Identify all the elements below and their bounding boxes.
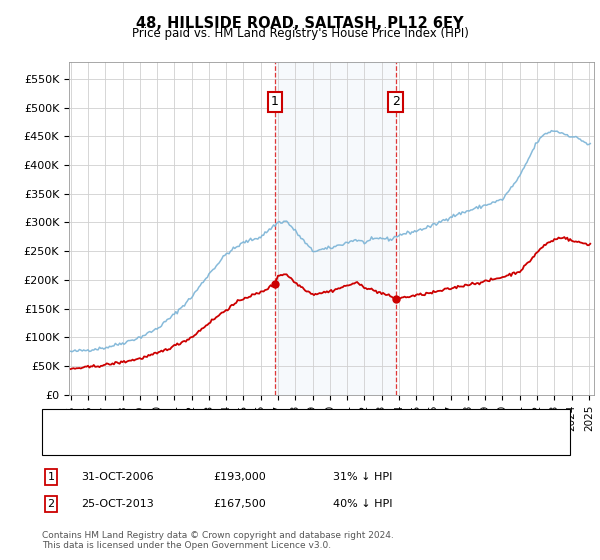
Text: Price paid vs. HM Land Registry's House Price Index (HPI): Price paid vs. HM Land Registry's House …	[131, 27, 469, 40]
Text: 31-OCT-2006: 31-OCT-2006	[81, 472, 154, 482]
Text: 1: 1	[271, 95, 279, 108]
Text: 48, HILLSIDE ROAD, SALTASH, PL12 6EY (detached house): 48, HILLSIDE ROAD, SALTASH, PL12 6EY (de…	[96, 417, 413, 427]
Text: £167,500: £167,500	[213, 499, 266, 509]
Text: 48, HILLSIDE ROAD, SALTASH, PL12 6EY: 48, HILLSIDE ROAD, SALTASH, PL12 6EY	[136, 16, 464, 31]
Text: 25-OCT-2013: 25-OCT-2013	[81, 499, 154, 509]
Text: 31% ↓ HPI: 31% ↓ HPI	[333, 472, 392, 482]
Text: Contains HM Land Registry data © Crown copyright and database right 2024.
This d: Contains HM Land Registry data © Crown c…	[42, 531, 394, 550]
Text: £193,000: £193,000	[213, 472, 266, 482]
Text: HPI: Average price, detached house, Cornwall: HPI: Average price, detached house, Corn…	[96, 436, 346, 446]
Text: 2: 2	[392, 95, 400, 108]
Bar	[275, 62, 396, 395]
Text: 2: 2	[47, 499, 55, 509]
Text: 40% ↓ HPI: 40% ↓ HPI	[333, 499, 392, 509]
Text: 1: 1	[47, 472, 55, 482]
